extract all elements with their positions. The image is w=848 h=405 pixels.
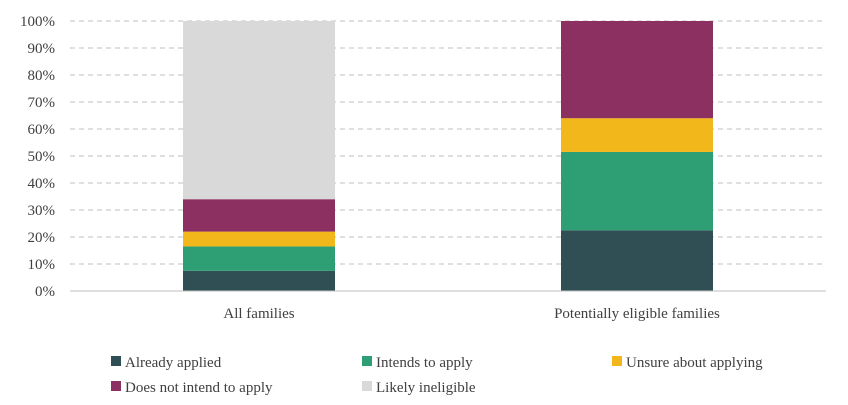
- y-tick-label: 90%: [28, 41, 56, 57]
- y-tick-label: 30%: [28, 203, 56, 219]
- bar-segment: [561, 151, 713, 231]
- bar-segment: [183, 199, 335, 232]
- legend-swatch: [111, 356, 121, 366]
- y-tick-label: 20%: [28, 230, 56, 246]
- y-tick-label: 40%: [28, 176, 56, 192]
- legend-label: Unsure about applying: [626, 355, 763, 371]
- legend-label: Already applied: [125, 355, 222, 371]
- legend-swatch: [362, 381, 372, 391]
- x-axis-category-labels: All families Potentially eligible familie…: [223, 306, 720, 322]
- y-tick-label: 70%: [28, 95, 56, 111]
- bar-segment: [183, 21, 335, 200]
- bars: [183, 21, 713, 291]
- x-category-label: Potentially eligible families: [554, 306, 720, 322]
- legend-swatch: [362, 356, 372, 366]
- y-tick-label: 60%: [28, 122, 56, 138]
- y-tick-label: 50%: [28, 149, 56, 165]
- y-tick-label: 10%: [28, 257, 56, 273]
- y-axis-tick-labels: 0% 10% 20% 30% 40% 50% 60% 70% 80% 90% 100%: [20, 14, 55, 300]
- bar-segment: [561, 118, 713, 152]
- bar-segment: [561, 21, 713, 119]
- x-category-label: All families: [223, 306, 294, 322]
- y-tick-label: 100%: [20, 14, 55, 30]
- legend-swatch: [111, 381, 121, 391]
- y-tick-label: 80%: [28, 68, 56, 84]
- legend-label: Likely ineligible: [376, 380, 476, 396]
- legend-label: Does not intend to apply: [125, 380, 273, 396]
- bar-segment: [561, 230, 713, 291]
- bar-segment: [183, 270, 335, 291]
- legend-swatch: [612, 356, 622, 366]
- legend-label: Intends to apply: [376, 355, 473, 371]
- y-tick-label: 0%: [35, 284, 55, 300]
- legend: Already applied Intends to apply Unsure ab…: [111, 355, 763, 396]
- bar-segment: [183, 231, 335, 247]
- bar-segment: [183, 246, 335, 271]
